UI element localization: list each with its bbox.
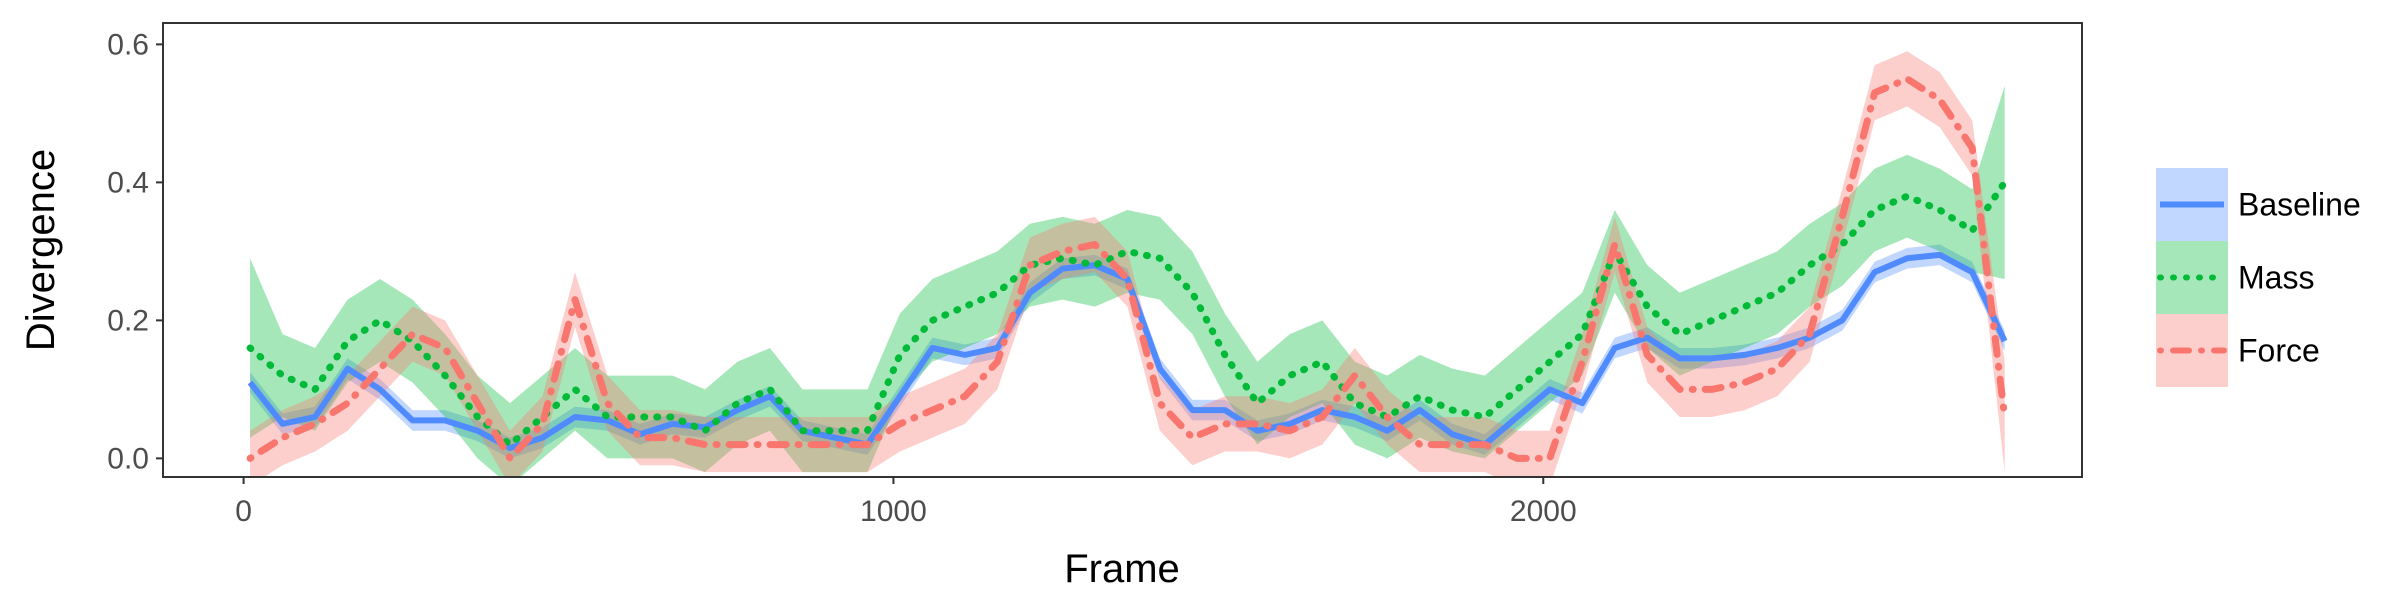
y-axis-title: Divergence <box>19 149 63 351</box>
y-tick-label: 0.6 <box>107 28 149 61</box>
x-axis-title: Frame <box>1064 547 1180 591</box>
x-tick-label: 1000 <box>860 495 927 528</box>
series-line <box>247 251 2008 452</box>
x-tick-label: 0 <box>235 495 252 528</box>
y-tick-label: 0.4 <box>107 166 149 199</box>
legend-label: Baseline <box>2238 187 2361 223</box>
plot-area <box>246 51 2009 477</box>
plot-border <box>162 22 2083 478</box>
legend-label: Mass <box>2238 260 2314 296</box>
y-tick-label: 0.2 <box>107 304 149 337</box>
y-tick-label: 0.0 <box>107 442 149 475</box>
legend-label: Force <box>2238 333 2320 369</box>
x-tick-label: 2000 <box>1510 495 1577 528</box>
series-line <box>246 178 2009 449</box>
series-line <box>246 75 2009 462</box>
legend-key <box>2156 241 2228 314</box>
confidence-band <box>250 51 2005 477</box>
